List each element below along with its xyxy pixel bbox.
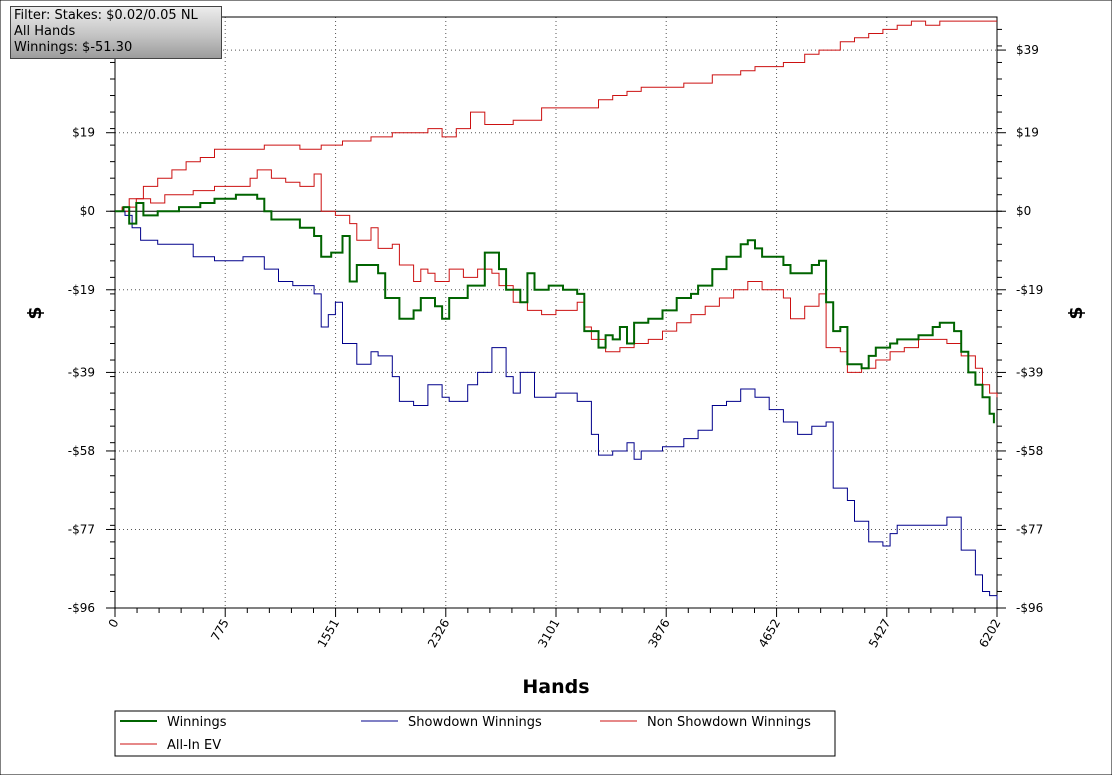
y-tick-label-left: -$77	[68, 522, 95, 536]
y-tick-label-left: -$39	[68, 365, 95, 379]
y-tick-label-left: -$58	[68, 444, 95, 458]
filter-info-box: Filter: Stakes: $0.02/0.05 NL All Hands …	[10, 6, 222, 59]
y-tick-label-right: -$58	[1016, 444, 1043, 458]
y-tick-label-right: -$19	[1016, 283, 1043, 297]
series-line-non-showdown-winnings	[115, 169, 998, 398]
y-tick-label-right: $39	[1016, 43, 1039, 57]
y-tick-label-left: -$19	[68, 283, 95, 297]
winnings-total-text: Winnings: $-51.30	[14, 40, 133, 55]
y-tick-label-right: $0	[1016, 204, 1031, 218]
y-tick-label-left: $0	[80, 204, 95, 218]
y-axis-title-right: $	[1065, 306, 1087, 319]
x-axis-title: Hands	[522, 676, 589, 698]
y-tick-label-right: $19	[1016, 126, 1039, 140]
y-axis-title-left: $	[24, 306, 46, 319]
y-tick-label-right: -$39	[1016, 365, 1043, 379]
series-line-showdown-winnings	[115, 210, 998, 600]
legend-showdown-winnings-label: Showdown Winnings	[408, 715, 542, 730]
legend-non-showdown-winnings-label: Non Showdown Winnings	[647, 715, 811, 730]
series-line-winnings	[115, 193, 995, 424]
y-tick-label-right: -$96	[1016, 601, 1043, 615]
filter-hands-text: All Hands	[14, 24, 76, 39]
series-line-all-in-ev	[115, 20, 997, 212]
grid-lines	[115, 17, 997, 608]
y-tick-label-left: -$96	[68, 601, 95, 615]
y-tick-label-right: -$77	[1016, 522, 1043, 536]
legend-box	[114, 710, 836, 757]
legend-winnings-label: Winnings	[167, 715, 227, 730]
legend: Winnings Showdown Winnings Non Showdown Wi…	[114, 710, 836, 757]
series-lines	[115, 20, 998, 600]
filter-stakes-text: Filter: Stakes: $0.02/0.05 NL	[14, 8, 198, 23]
legend-all-in-ev-label: All-In EV	[167, 738, 221, 753]
y-tick-label-left: $19	[72, 126, 95, 140]
